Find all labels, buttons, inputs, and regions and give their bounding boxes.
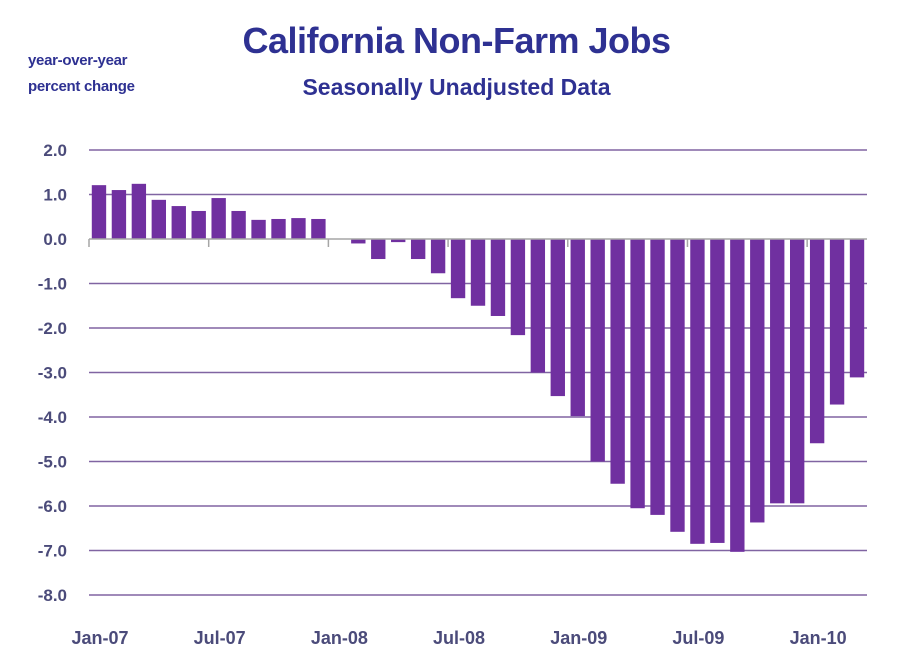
bar-nov-09: Nov-09 [770,239,785,504]
y-tick-label: 0.0 [43,230,67,249]
bar-jan-07: Jan-07 [91,185,107,239]
bar-oct-07: Oct-07 [271,218,286,239]
bar-sep-08: Sep-08 [490,239,506,316]
y-tick-label: -2.0 [38,319,67,338]
y-axis-label-line-2: percent change [28,78,135,95]
bar-nov-08: Nov-08 [530,239,546,373]
bar-apr-08: Apr-08 [391,239,406,243]
y-axis-label: year-over-year percent change [28,48,178,100]
bar-jan-10: Jan-10 [809,239,825,444]
y-tick-label: -3.0 [38,364,67,383]
bar-aug-09: Aug-09 [710,239,725,543]
y-axis-label-line-1: year-over-year [28,52,128,69]
y-tick-label: -4.0 [38,408,67,427]
x-tick-label: Jan-10 [790,628,847,648]
x-tick-label: Jan-08 [311,628,368,648]
bars: Jan-07Feb-07Mar-07Apr-07 May-07 Jun-07 Jul-… [91,183,865,552]
bar-apr-07: Apr-07 [151,199,167,239]
bar-mar-08: Mar-08 [371,239,386,260]
bar-feb-09: Feb-09 [590,239,605,462]
x-axis [88,238,867,247]
y-tick-label: 2.0 [43,141,67,160]
bar-sep-09: Sep-09 [730,239,745,552]
bar-dec-08: Dec-08 [550,239,565,397]
x-tick-label: Jul-09 [672,628,724,648]
bar-dec-09: Dec-09 [789,239,805,504]
bar-mar-07: Mar-07 [131,183,147,239]
bar-mar-09: Mar-09 [610,239,625,484]
bar-dec-07: Dec-07 [311,218,326,239]
bar-oct-09: Oct-09 [750,239,765,523]
x-tick-label: Jan-07 [71,628,128,648]
x-tick-label: Jul-07 [194,628,246,648]
bar-jul-09: Jul-09 [690,239,705,544]
bar-aug-07: Aug-07 [231,210,246,239]
y-tick-label: -7.0 [38,542,67,561]
bar-jul-08: Jul-08 [450,239,466,299]
bar-may-07: May-07 [171,206,186,239]
bar-feb-08: Feb-08 [351,239,366,244]
bar-jun-07: Jun-07 [191,210,206,239]
bar-may-09: May-09 [650,239,665,515]
bar-jun-09: Jun-09 [670,239,685,532]
bar-jun-08: Jun-08 [430,239,446,274]
bar-sep-07: Sep-07 [251,219,266,239]
x-axis-tick-labels: Jan-07 Jul-07 Jan-08 Jul-08 Jan-09 Jul-09 Jan-… [71,628,846,648]
chart-title: California Non-Farm Jobs [0,20,913,62]
bar-apr-09: Apr-09 [630,239,645,509]
bar-mar-10: Mar-10 [849,239,865,378]
y-axis-tick-labels: 2.0 1.0 0.0 -1.0 -2.0 -3.0 -4.0 -5.0 -6.0 -7.0 -8.… [38,141,67,605]
chart-subtitle: Seasonally Unadjusted Data [302,74,611,100]
bar-may-08: May-08 [410,239,426,260]
y-tick-label: -6.0 [38,497,67,516]
bar-oct-08: Oct-08 [510,239,526,336]
bar-nov-07: Nov-07 [291,218,306,239]
bar-aug-08: Aug-08 [470,239,486,306]
y-tick-label: 1.0 [43,186,67,205]
x-tick-label: Jan-09 [550,628,607,648]
bar-feb-10: Feb-10 [829,239,845,405]
y-tick-label: -1.0 [38,275,67,294]
bar-jan-09: Jan-09 [570,239,585,417]
bar-jul-07: Jul-07 [211,198,226,239]
bar-feb-07: Feb-07 [111,190,127,239]
y-tick-label: -8.0 [38,586,67,605]
y-tick-label: -5.0 [38,453,67,472]
chart-title-text: California Non-Farm Jobs [242,20,671,61]
x-tick-label: Jul-08 [433,628,485,648]
